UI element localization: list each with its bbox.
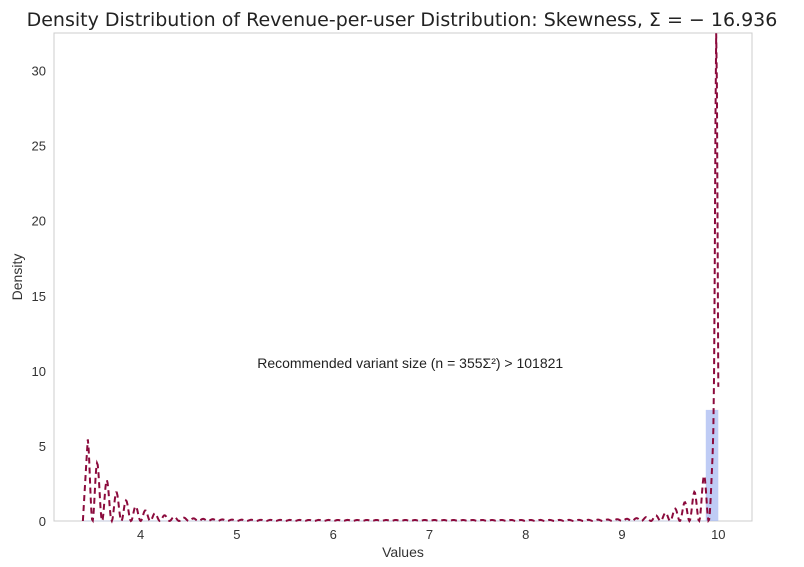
x-tick-label: 6: [330, 527, 337, 542]
y-tick-label: 20: [32, 214, 46, 229]
plot-frame: [53, 32, 753, 522]
y-tick-label: 30: [32, 64, 46, 79]
y-tick-label: 5: [39, 439, 46, 454]
x-tick-label: 9: [618, 527, 625, 542]
y-tick-label: 15: [32, 289, 46, 304]
annotation-text: Recommended variant size (n = 355Σ²) > 1…: [257, 355, 563, 371]
density-line: [81, 33, 720, 524]
y-axis-ticks: 0 5 10 15 20 25 30: [32, 64, 46, 529]
x-tick-label: 5: [233, 527, 240, 542]
y-axis-label: Density: [9, 254, 25, 301]
x-tick-label: 4: [137, 527, 144, 542]
x-axis-label: Values: [382, 544, 424, 560]
y-tick-label: 25: [32, 139, 46, 154]
histogram-bar: [705, 409, 719, 521]
chart-title: Density Distribution of Revenue-per-user…: [27, 9, 778, 31]
histogram-bars: [82, 409, 719, 522]
x-tick-label: 8: [522, 527, 529, 542]
x-axis-ticks: 4 5 6 7 8 9 10: [137, 527, 726, 542]
y-tick-label: 0: [39, 514, 46, 529]
x-tick-label: 7: [426, 527, 433, 542]
x-tick-label: 10: [711, 527, 725, 542]
y-tick-label: 10: [32, 364, 46, 379]
